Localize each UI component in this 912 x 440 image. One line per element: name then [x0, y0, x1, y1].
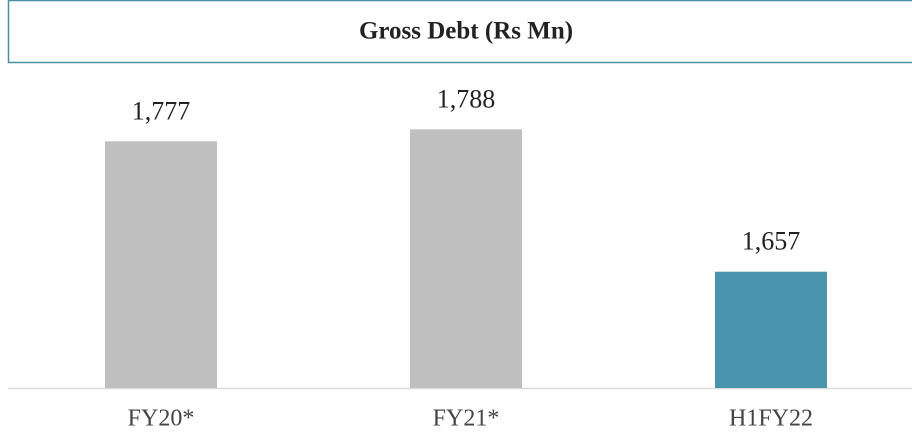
title-box — [7, 0, 912, 64]
x-tick-label: H1FY22 — [729, 406, 813, 432]
value-label: 1,788 — [437, 84, 496, 113]
value-label: 1,777 — [132, 96, 191, 125]
chart-title: Gross Debt (Rs Mn) — [359, 18, 573, 45]
x-tick-label: FY20* — [128, 406, 195, 432]
value-label: 1,657 — [742, 227, 801, 256]
x-tick-label: FY21* — [433, 406, 500, 432]
bar — [715, 271, 827, 388]
bar — [105, 141, 217, 388]
bar — [410, 129, 522, 389]
